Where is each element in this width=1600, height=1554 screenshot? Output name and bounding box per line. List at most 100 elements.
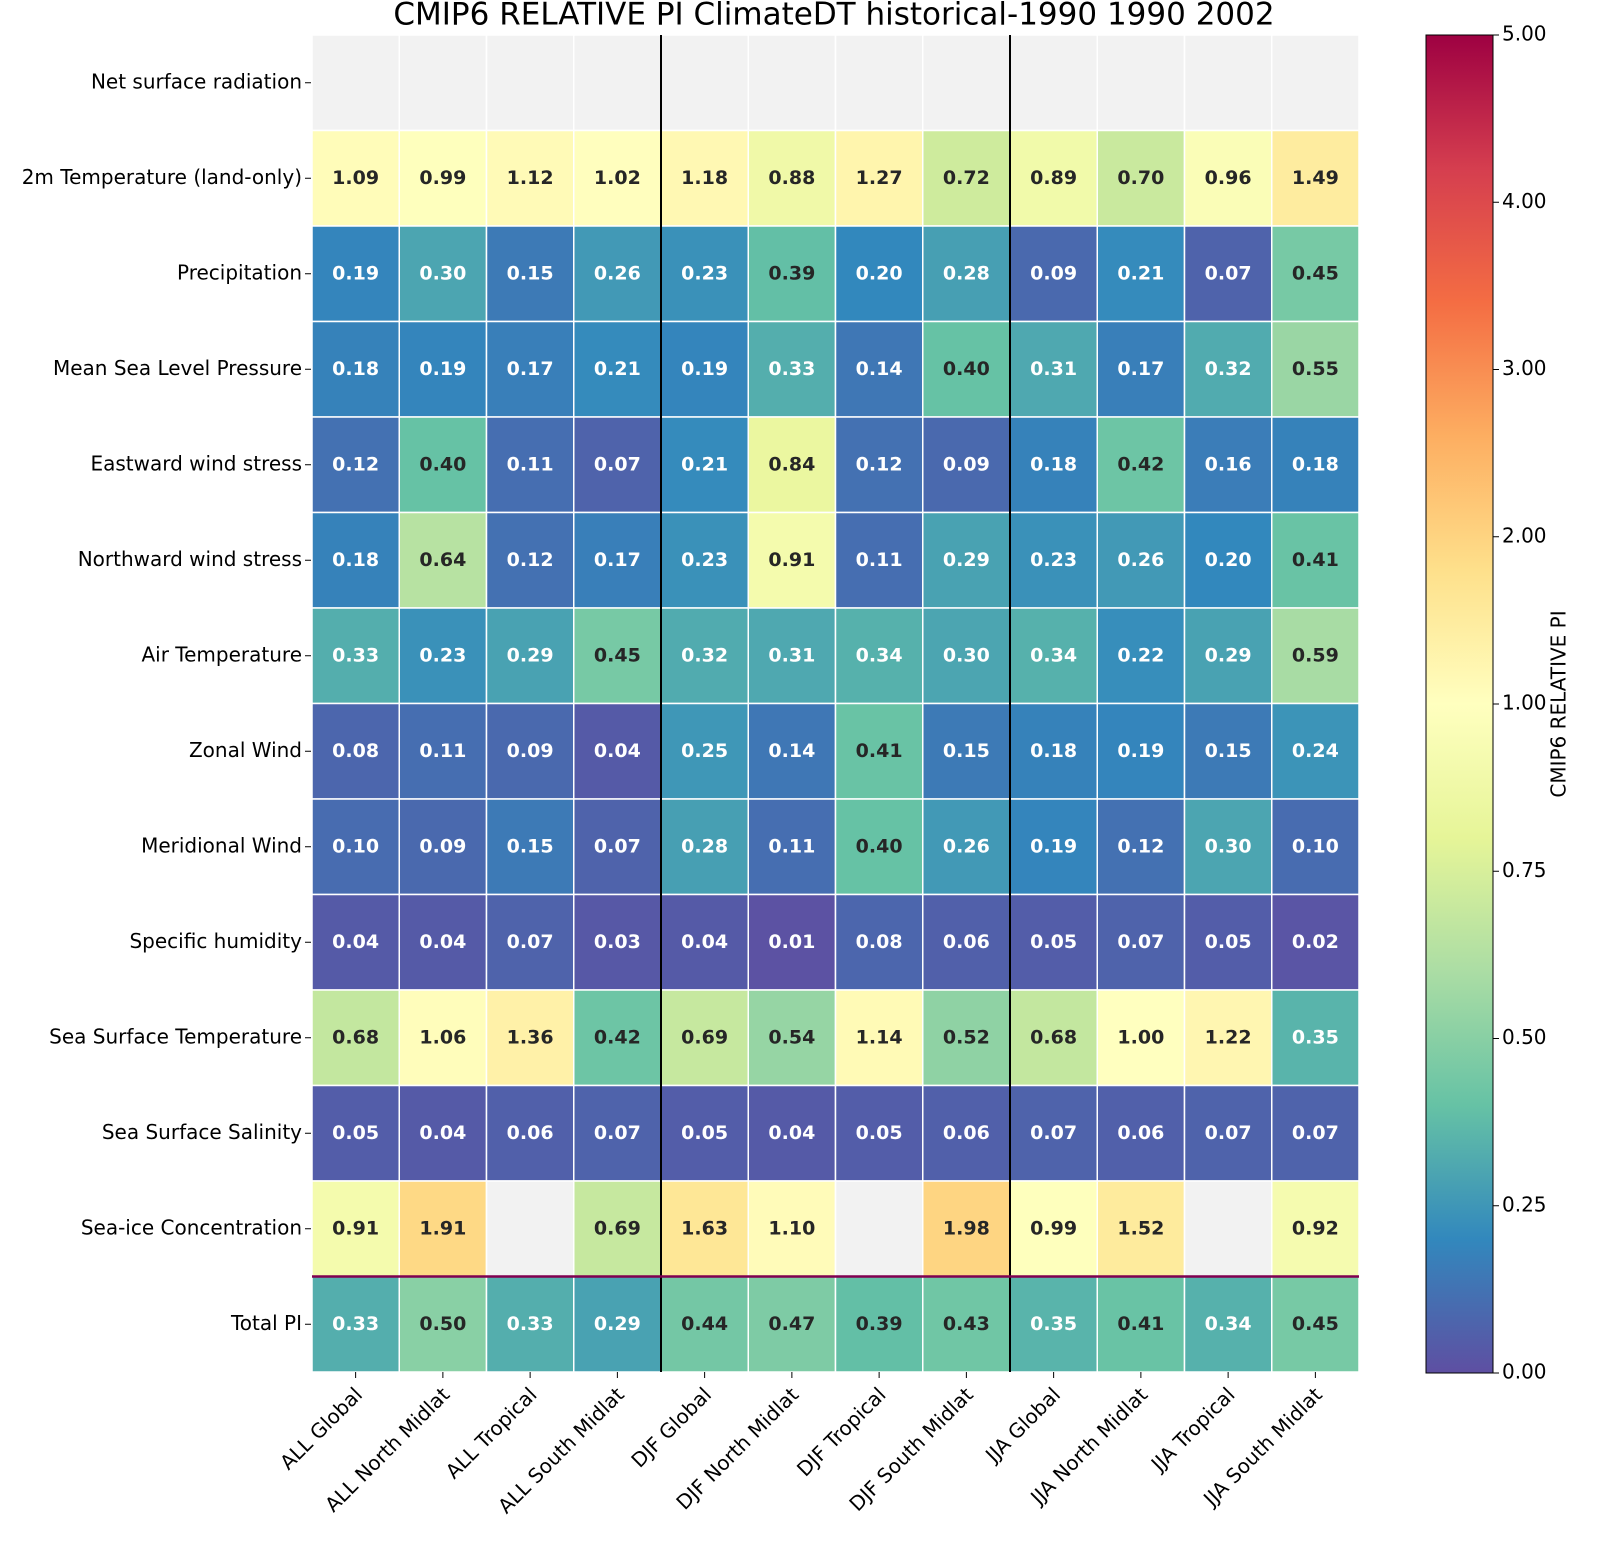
cell xyxy=(573,129,662,227)
cell xyxy=(398,511,488,609)
missing-cell xyxy=(485,1180,575,1278)
cell xyxy=(573,607,662,705)
cell-label: 0.05 xyxy=(1030,931,1077,953)
cell-label: 0.19 xyxy=(332,262,379,284)
missing-cell xyxy=(747,34,837,132)
cell-label: 0.07 xyxy=(594,1122,641,1144)
cell-label: 0.89 xyxy=(1030,167,1077,189)
cell xyxy=(573,320,662,418)
cell-label: 0.17 xyxy=(1117,358,1164,380)
cell-label: 0.42 xyxy=(594,1026,641,1048)
cell-label: 1.18 xyxy=(681,167,728,189)
cell xyxy=(573,893,662,991)
cell xyxy=(1096,798,1186,896)
cell-label: 0.29 xyxy=(1205,644,1252,666)
cell xyxy=(1009,416,1098,514)
cell-label: 0.34 xyxy=(1205,1313,1252,1335)
cell-label: 0.07 xyxy=(1292,1122,1339,1144)
cell xyxy=(1096,607,1186,705)
cell xyxy=(573,225,662,323)
cell xyxy=(573,1275,662,1373)
cell-label: 0.39 xyxy=(856,1313,903,1335)
cell-label: 0.35 xyxy=(1030,1313,1077,1335)
cell-label: 0.06 xyxy=(507,1122,554,1144)
cell-label: 0.40 xyxy=(856,835,903,857)
cell-label: 0.28 xyxy=(943,262,990,284)
cell xyxy=(1009,1180,1098,1278)
cell xyxy=(1096,511,1186,609)
cell-label: 0.41 xyxy=(856,740,903,762)
cell xyxy=(1183,893,1273,991)
cell xyxy=(922,1084,1011,1182)
cell xyxy=(834,798,924,896)
cell xyxy=(834,320,924,418)
cell xyxy=(922,320,1011,418)
cell-label: 0.18 xyxy=(1030,740,1077,762)
cell-label: 0.23 xyxy=(1030,549,1077,571)
cell xyxy=(485,416,575,514)
cell xyxy=(660,1275,749,1373)
cell xyxy=(398,320,488,418)
cell-label: 0.23 xyxy=(681,262,728,284)
cell-label: 0.07 xyxy=(1205,262,1252,284)
cell-label: 1.02 xyxy=(594,167,641,189)
cell-label: 0.15 xyxy=(1205,740,1252,762)
cell-label: 0.21 xyxy=(1117,262,1164,284)
cell xyxy=(485,129,575,227)
cell-label: 0.34 xyxy=(856,644,903,666)
cell xyxy=(485,798,575,896)
cell xyxy=(311,1275,400,1373)
cell-label: 1.52 xyxy=(1117,1217,1164,1239)
y-tick-label: Sea-ice Concentration xyxy=(81,1215,302,1239)
cell-label: 1.00 xyxy=(1117,1026,1164,1048)
cell xyxy=(311,225,400,323)
cell-label: 0.31 xyxy=(1030,358,1077,380)
cell xyxy=(485,702,575,800)
cell-label: 0.33 xyxy=(768,358,815,380)
cell xyxy=(1096,225,1186,323)
cell-label: 0.07 xyxy=(507,931,554,953)
cell-label: 0.33 xyxy=(332,1313,379,1335)
missing-cell xyxy=(834,34,924,132)
cell-label: 0.52 xyxy=(943,1026,990,1048)
cell-label: 0.14 xyxy=(856,358,903,380)
cell xyxy=(1096,702,1186,800)
cell xyxy=(573,989,662,1087)
cell-label: 0.19 xyxy=(1030,835,1077,857)
cell xyxy=(660,416,749,514)
cell xyxy=(1271,225,1360,323)
y-tick-label: Air Temperature xyxy=(141,642,302,666)
cell-label: 0.07 xyxy=(1030,1122,1077,1144)
cell-label: 0.17 xyxy=(507,358,554,380)
cell-label: 0.68 xyxy=(332,1026,379,1048)
cell-label: 0.05 xyxy=(856,1122,903,1144)
y-tick-label: Zonal Wind xyxy=(189,738,302,762)
cell xyxy=(485,511,575,609)
cell-label: 0.28 xyxy=(681,835,728,857)
cell xyxy=(660,893,749,991)
cell-label: 0.12 xyxy=(856,453,903,475)
cell-label: 0.72 xyxy=(943,167,990,189)
cell-label: 0.18 xyxy=(332,358,379,380)
cell xyxy=(922,702,1011,800)
cell xyxy=(1183,129,1273,227)
cell-label: 1.49 xyxy=(1292,167,1339,189)
cell-label: 0.06 xyxy=(943,931,990,953)
cell-label: 0.09 xyxy=(1030,262,1077,284)
cell-label: 0.26 xyxy=(594,262,641,284)
missing-cell xyxy=(573,34,662,132)
y-tick-label: Mean Sea Level Pressure xyxy=(53,356,302,380)
missing-cell xyxy=(922,34,1011,132)
cell-label: 0.91 xyxy=(768,549,815,571)
cell xyxy=(398,607,488,705)
cell-label: 0.10 xyxy=(332,835,379,857)
cell-label: 0.19 xyxy=(1117,740,1164,762)
cell-label: 0.32 xyxy=(681,644,728,666)
cell-label: 0.64 xyxy=(419,549,466,571)
cell xyxy=(311,798,400,896)
y-tick-label: Eastward wind stress xyxy=(90,451,302,475)
cell xyxy=(573,1180,662,1278)
cell xyxy=(1271,129,1360,227)
cell-label: 0.88 xyxy=(768,167,815,189)
